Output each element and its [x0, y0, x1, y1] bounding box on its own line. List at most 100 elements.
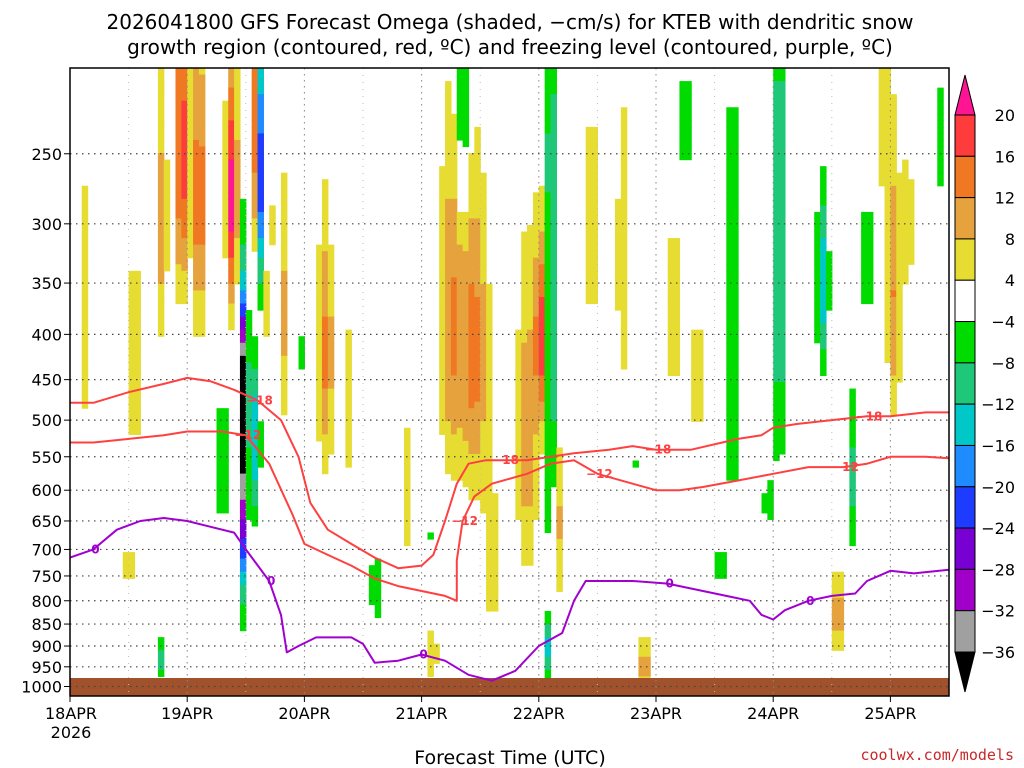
omega-cell	[515, 499, 522, 507]
omega-cell	[462, 290, 470, 298]
omega-cell	[81, 238, 89, 246]
omega-cell	[439, 179, 446, 187]
omega-cell	[532, 401, 540, 409]
omega-cell	[450, 303, 458, 311]
omega-cell	[257, 166, 264, 174]
omega-cell	[450, 166, 458, 174]
omega-cell	[890, 408, 897, 416]
omega-cell	[890, 159, 897, 167]
omega-cell	[521, 519, 528, 527]
omega-cell	[486, 604, 493, 612]
omega-cell	[234, 68, 241, 76]
omega-cell	[556, 545, 563, 553]
omega-cell	[532, 238, 540, 246]
omega-cell	[134, 303, 141, 311]
omega-cell	[445, 414, 452, 422]
omega-cell	[591, 296, 598, 305]
omega-cell	[462, 395, 470, 403]
omega-cell	[157, 669, 165, 677]
omega-cell	[198, 270, 206, 278]
omega-cell	[134, 342, 141, 350]
omega-cell	[480, 375, 487, 383]
omega-cell	[544, 133, 552, 141]
omega-cell	[163, 244, 171, 252]
omega-cell	[878, 74, 886, 82]
omega-cell	[614, 205, 622, 213]
omega-cell	[732, 238, 739, 246]
omega-cell	[157, 94, 165, 102]
omega-cell	[198, 146, 206, 154]
omega-cell	[128, 283, 136, 292]
omega-cell	[591, 218, 598, 226]
omega-cell	[462, 408, 470, 416]
omega-cell	[486, 382, 493, 390]
omega-cell	[527, 382, 534, 390]
x-tick-label: 22APR	[513, 704, 565, 723]
omega-cell	[193, 146, 200, 154]
omega-cell	[222, 408, 229, 416]
omega-cell	[439, 296, 446, 305]
omega-cell	[222, 120, 229, 128]
omega-cell	[779, 310, 786, 318]
omega-cell	[866, 244, 874, 252]
omega-cell	[515, 382, 522, 390]
omega-cell	[779, 205, 786, 213]
omega-cell	[327, 336, 335, 344]
omega-cell	[175, 264, 182, 272]
omega-cell	[228, 113, 235, 121]
omega-cell	[491, 597, 499, 606]
omega-cell	[937, 133, 944, 141]
omega-cell	[550, 316, 557, 324]
omega-cell	[404, 480, 411, 488]
omega-cell	[585, 153, 593, 161]
omega-cell	[527, 231, 534, 239]
omega-cell	[878, 68, 886, 76]
omega-cell	[239, 349, 247, 357]
omega-cell	[193, 329, 200, 337]
omega-cell	[620, 225, 628, 233]
y-tick-label: 500	[31, 411, 62, 430]
omega-cell	[181, 251, 188, 259]
omega-cell	[773, 113, 780, 121]
omega-cell	[521, 277, 528, 285]
omega-cell	[450, 238, 458, 246]
omega-cell	[550, 179, 557, 187]
omega-cell	[538, 355, 546, 363]
omega-cell	[726, 336, 733, 344]
omega-cell	[321, 401, 329, 409]
omega-cell	[732, 414, 739, 422]
omega-cell	[773, 179, 780, 187]
omega-cell	[732, 251, 739, 259]
omega-cell	[726, 283, 733, 292]
x-tick-label: 23APR	[630, 704, 682, 723]
omega-cell	[234, 264, 241, 272]
omega-cell	[134, 355, 141, 363]
omega-cell	[825, 296, 833, 305]
omega-cell	[527, 499, 534, 507]
omega-cell	[937, 100, 944, 108]
omega-cell	[269, 205, 276, 213]
omega-cell	[462, 264, 470, 272]
omega-cell	[550, 68, 557, 76]
omega-cell	[157, 290, 165, 298]
omega-cell	[890, 113, 897, 121]
omega-cell	[163, 205, 171, 213]
omega-cell	[591, 283, 598, 292]
omega-cell	[697, 349, 704, 357]
omega-cell	[239, 447, 247, 455]
omega-cell	[234, 113, 241, 121]
omega-cell	[614, 257, 622, 265]
omega-cell	[585, 133, 593, 141]
omega-cell	[456, 375, 464, 383]
omega-cell	[890, 133, 897, 141]
omega-cell	[773, 251, 780, 259]
omega-cell	[773, 172, 780, 180]
omega-cell	[585, 244, 593, 252]
omega-cell	[181, 120, 188, 128]
omega-cell	[228, 198, 235, 206]
omega-cell	[486, 408, 493, 416]
omega-cell	[187, 205, 194, 213]
omega-cell	[556, 558, 563, 566]
omega-cell	[239, 434, 247, 442]
omega-cell	[614, 211, 622, 220]
